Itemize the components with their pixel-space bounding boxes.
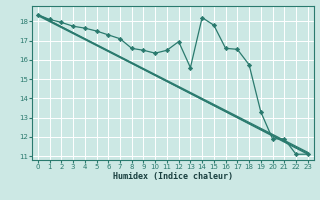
X-axis label: Humidex (Indice chaleur): Humidex (Indice chaleur): [113, 172, 233, 181]
